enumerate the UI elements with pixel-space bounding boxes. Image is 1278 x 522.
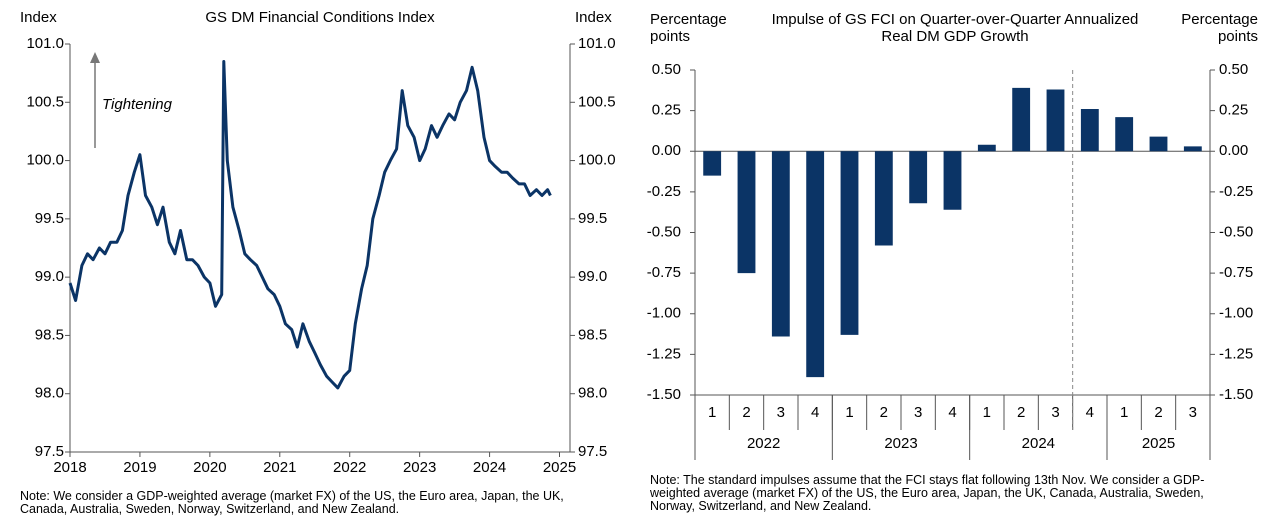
x-tick-label: 2022 [333,459,366,476]
group-label: 2024 [1022,435,1055,452]
bar [1012,87,1031,152]
x-tick-label: 1 [845,404,853,421]
bar [874,151,893,246]
chart-title: GS DM Financial Conditions Index [205,9,435,26]
y-tick-label: -0.75 [647,264,681,281]
x-tick-label: 3 [1189,404,1197,421]
y-axis-label: Index [20,9,57,26]
y-tick-label: -0.25 [647,183,681,200]
x-tick-label: 2025 [543,459,576,476]
y2-tick-label: -0.25 [1219,183,1253,200]
chart-title: Impulse of GS FCI on Quarter-over-Quarte… [771,11,1139,45]
y2-tick-label: 99.5 [578,210,607,227]
x-tick-label: 2020 [193,459,226,476]
bar [977,144,996,152]
x-tick-label: 1 [1120,404,1128,421]
x-tick-label: 2019 [123,459,156,476]
y2-tick-label: -1.50 [1219,386,1253,403]
x-tick-label: 3 [777,404,785,421]
note: Note: The standard impulses assume that … [650,473,1205,513]
bar [806,151,825,378]
bar [840,151,859,335]
bar [1080,109,1099,152]
y2-axis-label: Percentage points [1181,11,1258,45]
y2-tick-label: -0.50 [1219,223,1253,240]
y2-tick-label: 0.25 [1219,102,1248,119]
x-tick-label: 2018 [53,459,86,476]
bar [1046,89,1065,152]
y2-tick-label: -0.75 [1219,264,1253,281]
note: Note: We consider a GDP-weighted average… [20,489,564,516]
x-tick-label: 4 [948,404,956,421]
y-tick-label: 100.0 [26,152,64,169]
group-label: 2023 [884,435,917,452]
y2-tick-label: 101.0 [578,35,616,52]
y-tick-label: 99.5 [35,210,64,227]
bar [737,151,756,274]
x-tick-label: 2 [742,404,750,421]
annotation: Tightening [102,96,172,113]
y-axis-label: Percentage points [650,11,727,45]
group-label: 2025 [1142,435,1175,452]
y2-tick-label: 98.0 [578,385,607,402]
x-tick-label: 3 [914,404,922,421]
y-tick-label: 100.5 [26,93,64,110]
y2-tick-label: 98.5 [578,326,607,343]
y-tick-label: -1.25 [647,345,681,362]
x-tick-label: 1 [983,404,991,421]
group-label: 2022 [747,435,780,452]
y-tick-label: 99.0 [35,268,64,285]
bar [943,151,962,210]
y2-tick-label: 100.0 [578,152,616,169]
y2-tick-label: 0.00 [1219,142,1248,159]
bar [1149,136,1168,152]
line [68,60,552,390]
y-tick-label: 0.50 [652,61,681,78]
bar [1183,146,1202,152]
y-tick-label: 0.00 [652,142,681,159]
bar [771,151,790,337]
y-tick-label: 101.0 [26,35,64,52]
x-tick-label: 3 [1051,404,1059,421]
y-tick-label: 0.25 [652,102,681,119]
y2-tick-label: 100.5 [578,93,616,110]
bar [1115,117,1134,152]
y2-tick-label: 97.5 [578,443,607,460]
y-tick-label: -0.50 [647,223,681,240]
x-tick-label: 2 [1017,404,1025,421]
y-tick-label: 98.5 [35,326,64,343]
x-tick-label: 1 [708,404,716,421]
arrow-head [90,52,100,63]
x-tick-label: 4 [1086,404,1094,421]
x-tick-label: 2 [1154,404,1162,421]
bar [703,151,722,176]
x-tick-label: 4 [811,404,819,421]
y2-tick-label: -1.00 [1219,305,1253,322]
y-tick-label: 97.5 [35,443,64,460]
y-tick-label: -1.50 [647,386,681,403]
x-tick-label: 2024 [473,459,506,476]
y2-axis-label: Index [575,9,612,26]
x-tick-label: 2023 [403,459,436,476]
y2-tick-label: -1.25 [1219,345,1253,362]
bar [909,151,928,204]
x-tick-label: 2021 [263,459,296,476]
y2-tick-label: 0.50 [1219,61,1248,78]
x-tick-label: 2 [880,404,888,421]
y-tick-label: -1.00 [647,305,681,322]
y-tick-label: 98.0 [35,385,64,402]
y2-tick-label: 99.0 [578,268,607,285]
